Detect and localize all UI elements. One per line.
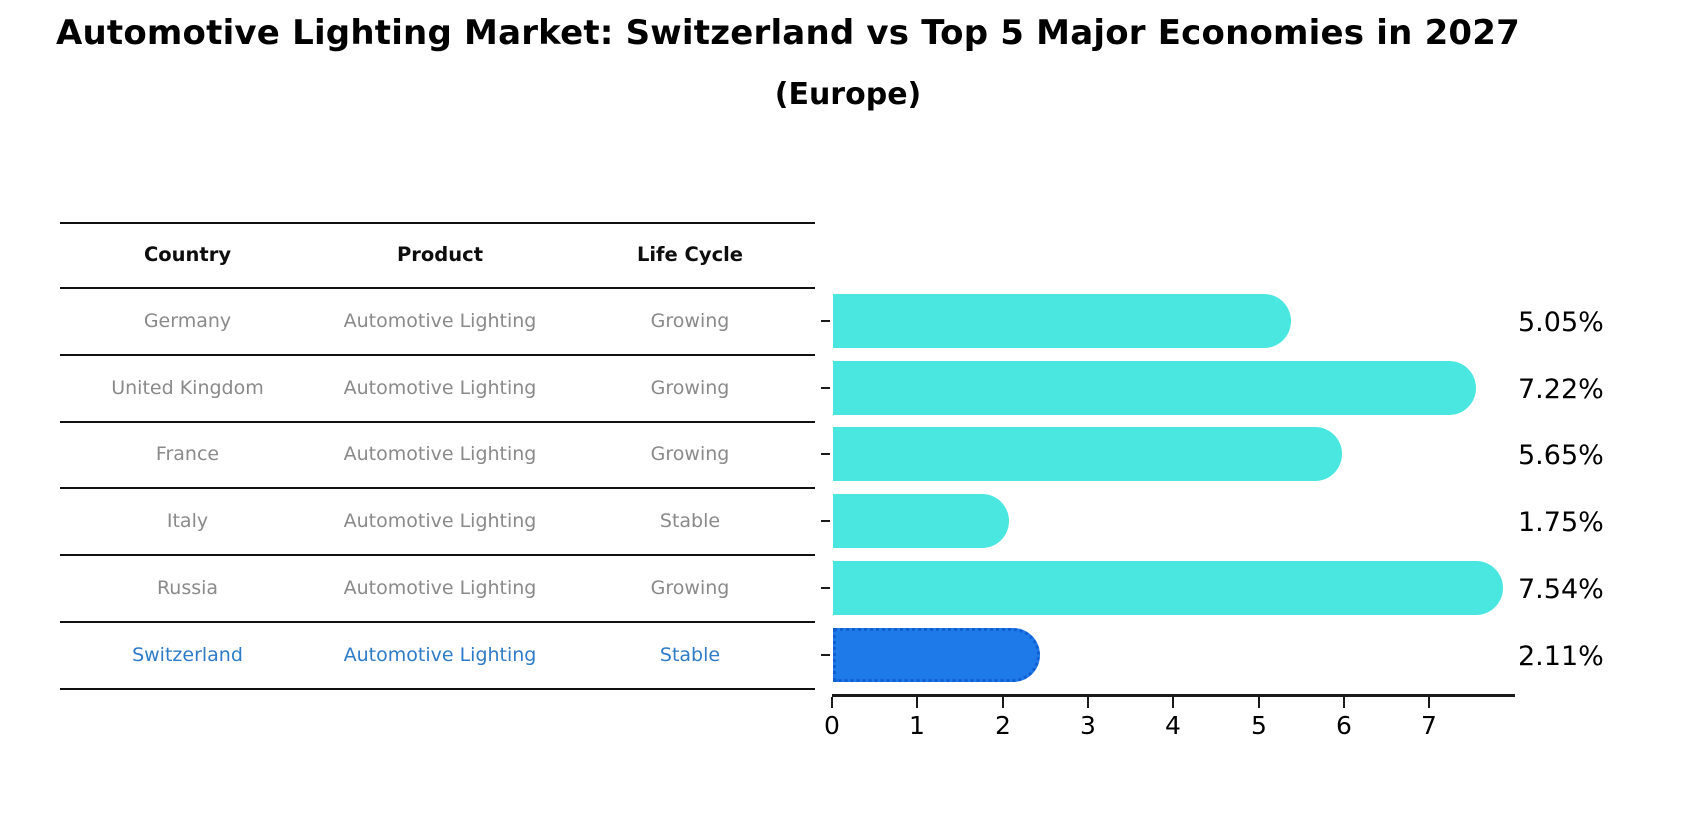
table-row: Russia Automotive Lighting Growing: [60, 573, 815, 603]
table-cell-country: Germany: [143, 310, 232, 332]
table-cell-product: Automotive Lighting: [343, 577, 537, 599]
table-cell-life-cycle: Growing: [650, 577, 730, 599]
bar-value-label: 5.05%: [1518, 307, 1604, 338]
bar-value-label: 2.11%: [1518, 641, 1604, 672]
x-axis-tick-label: 6: [1336, 711, 1352, 740]
x-axis-tick-label: 4: [1165, 711, 1181, 740]
table-header-cell: Product: [396, 243, 484, 266]
table-cell-country: Russia: [156, 577, 219, 599]
table-cell-country: France: [155, 443, 220, 465]
x-axis-tick: [1258, 697, 1260, 708]
bar-value-label: 7.54%: [1518, 574, 1604, 605]
table-rule: [60, 688, 815, 690]
table-rule: [60, 621, 815, 623]
table-rule: [60, 354, 815, 356]
x-axis-tick: [1172, 697, 1174, 708]
table-rule: [60, 287, 815, 289]
table-row: France Automotive Lighting Growing: [60, 439, 815, 469]
table-cell-life-cycle: Growing: [650, 443, 730, 465]
x-axis-tick-label: 5: [1251, 711, 1267, 740]
table-row: Italy Automotive Lighting Stable: [60, 506, 815, 536]
y-axis-tick: [821, 387, 830, 389]
table-rule: [60, 222, 815, 224]
y-axis-tick: [821, 520, 830, 522]
table-cell-life-cycle: Growing: [650, 377, 730, 399]
x-axis-tick: [1343, 697, 1345, 708]
bar-value-label: 1.75%: [1518, 507, 1604, 538]
table-cell-product: Automotive Lighting: [343, 510, 537, 532]
table-cell-product: Automotive Lighting: [343, 377, 537, 399]
chart-subtitle: (Europe): [774, 77, 922, 112]
x-axis-line: [832, 694, 1515, 697]
table-row: United Kingdom Automotive Lighting Growing: [60, 373, 815, 403]
table-header-row: Country Product Life Cycle: [60, 240, 815, 270]
table-cell-product: Automotive Lighting: [343, 310, 537, 332]
x-axis-tick-label: 1: [909, 711, 925, 740]
table-row: Germany Automotive Lighting Growing: [60, 306, 815, 336]
table-header-cell: Country: [143, 243, 232, 266]
y-axis-tick: [821, 654, 830, 656]
y-axis-tick: [821, 320, 830, 322]
table-rule: [60, 554, 815, 556]
x-axis-tick: [831, 697, 833, 708]
table-cell-life-cycle: Stable: [659, 644, 721, 666]
table-cell-product: Automotive Lighting: [343, 644, 537, 666]
bar-united-kingdom: [833, 361, 1476, 415]
table-cell-life-cycle: Growing: [650, 310, 730, 332]
x-axis-tick: [916, 697, 918, 708]
x-axis-tick-label: 0: [824, 711, 840, 740]
y-axis-tick: [821, 453, 830, 455]
x-axis-tick-label: 7: [1421, 711, 1437, 740]
table-row: Switzerland Automotive Lighting Stable: [60, 640, 815, 670]
x-axis-tick-label: 3: [1080, 711, 1096, 740]
x-axis-tick: [1428, 697, 1430, 708]
table-cell-product: Automotive Lighting: [343, 443, 537, 465]
x-axis-tick: [1087, 697, 1089, 708]
y-axis-tick: [821, 587, 830, 589]
x-axis-tick: [1002, 697, 1004, 708]
table-cell-life-cycle: Stable: [659, 510, 721, 532]
x-axis-tick-label: 2: [995, 711, 1011, 740]
table-rule: [60, 421, 815, 423]
bar-italy: [833, 494, 1009, 548]
table-header-cell: Life Cycle: [636, 243, 744, 266]
table-rule: [60, 487, 815, 489]
chart-title: Automotive Lighting Market: Switzerland …: [56, 13, 1520, 53]
bar-france: [833, 427, 1342, 481]
bar-value-label: 7.22%: [1518, 374, 1604, 405]
bar-value-label: 5.65%: [1518, 440, 1604, 471]
table-cell-country: Italy: [166, 510, 209, 532]
bar-russia: [833, 561, 1503, 615]
table-cell-country: United Kingdom: [111, 377, 264, 399]
bar-germany: [833, 294, 1291, 348]
bar-switzerland-highlight: [833, 628, 1040, 682]
table-cell-country: Switzerland: [132, 644, 243, 666]
